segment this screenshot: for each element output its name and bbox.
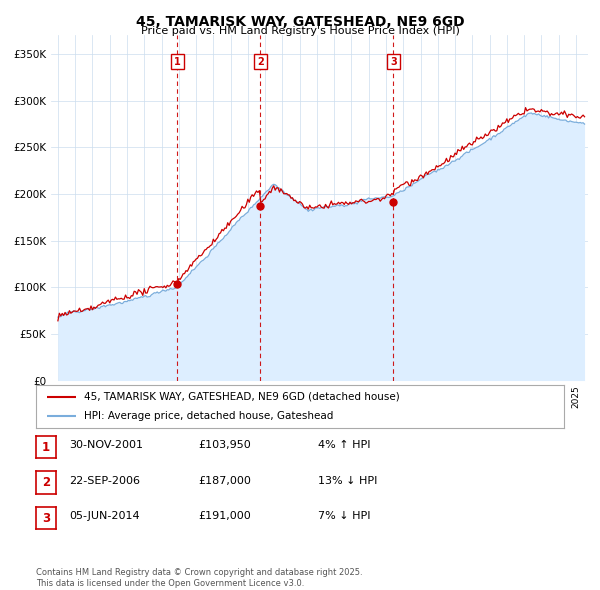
Text: 22-SEP-2006: 22-SEP-2006 xyxy=(69,476,140,486)
Text: 45, TAMARISK WAY, GATESHEAD, NE9 6GD: 45, TAMARISK WAY, GATESHEAD, NE9 6GD xyxy=(136,15,464,29)
Text: 3: 3 xyxy=(42,512,50,525)
Text: 7% ↓ HPI: 7% ↓ HPI xyxy=(318,512,371,521)
Text: Contains HM Land Registry data © Crown copyright and database right 2025.
This d: Contains HM Land Registry data © Crown c… xyxy=(36,568,362,588)
Text: 13% ↓ HPI: 13% ↓ HPI xyxy=(318,476,377,486)
Text: £103,950: £103,950 xyxy=(198,441,251,450)
Text: 05-JUN-2014: 05-JUN-2014 xyxy=(69,512,140,521)
Text: 30-NOV-2001: 30-NOV-2001 xyxy=(69,441,143,450)
Text: 2: 2 xyxy=(42,476,50,489)
Text: Price paid vs. HM Land Registry's House Price Index (HPI): Price paid vs. HM Land Registry's House … xyxy=(140,26,460,36)
Text: £191,000: £191,000 xyxy=(198,512,251,521)
Text: 2: 2 xyxy=(257,57,264,67)
Text: 1: 1 xyxy=(174,57,181,67)
Text: 1: 1 xyxy=(42,441,50,454)
Text: £187,000: £187,000 xyxy=(198,476,251,486)
Text: 45, TAMARISK WAY, GATESHEAD, NE9 6GD (detached house): 45, TAMARISK WAY, GATESHEAD, NE9 6GD (de… xyxy=(83,392,399,402)
Text: 3: 3 xyxy=(390,57,397,67)
Text: 4% ↑ HPI: 4% ↑ HPI xyxy=(318,441,371,450)
Text: HPI: Average price, detached house, Gateshead: HPI: Average price, detached house, Gate… xyxy=(83,411,333,421)
